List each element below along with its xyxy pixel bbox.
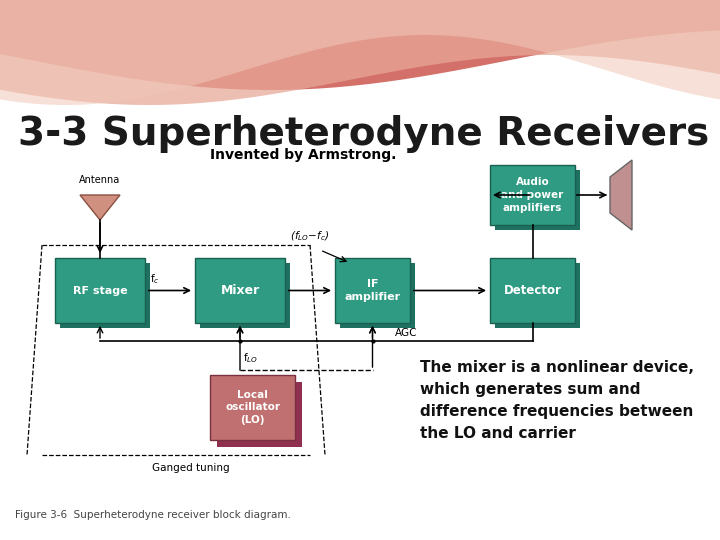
Text: Mixer: Mixer xyxy=(220,284,260,297)
FancyBboxPatch shape xyxy=(340,263,415,328)
FancyBboxPatch shape xyxy=(495,263,580,328)
Text: Detector: Detector xyxy=(503,284,562,297)
Text: AGC: AGC xyxy=(395,328,418,338)
Text: Figure 3-6  Superheterodyne receiver block diagram.: Figure 3-6 Superheterodyne receiver bloc… xyxy=(15,510,291,520)
Text: Antenna: Antenna xyxy=(79,175,121,185)
Text: Ganged tuning: Ganged tuning xyxy=(152,463,230,473)
FancyBboxPatch shape xyxy=(55,258,145,323)
Text: Invented by Armstrong.: Invented by Armstrong. xyxy=(210,148,397,162)
Text: 3-3 Superheterodyne Receivers: 3-3 Superheterodyne Receivers xyxy=(18,115,709,153)
FancyBboxPatch shape xyxy=(495,170,580,230)
Text: f$_c$: f$_c$ xyxy=(150,273,160,287)
Polygon shape xyxy=(0,0,720,90)
Text: (f$_{LO}$−f$_c$): (f$_{LO}$−f$_c$) xyxy=(290,230,330,243)
Text: RF stage: RF stage xyxy=(73,286,127,295)
Text: which generates sum and: which generates sum and xyxy=(420,382,641,397)
Text: the LO and carrier: the LO and carrier xyxy=(420,426,576,441)
FancyBboxPatch shape xyxy=(217,382,302,447)
FancyBboxPatch shape xyxy=(210,375,295,440)
FancyBboxPatch shape xyxy=(195,258,285,323)
FancyBboxPatch shape xyxy=(60,263,150,328)
Polygon shape xyxy=(610,160,632,230)
Text: The mixer is a nonlinear device,: The mixer is a nonlinear device, xyxy=(420,360,694,375)
FancyBboxPatch shape xyxy=(490,258,575,323)
Text: difference frequencies between: difference frequencies between xyxy=(420,404,693,419)
Text: f$_{LO}$: f$_{LO}$ xyxy=(243,351,258,365)
Text: IF
amplifier: IF amplifier xyxy=(344,279,400,302)
Polygon shape xyxy=(0,0,720,105)
Polygon shape xyxy=(80,195,120,220)
FancyBboxPatch shape xyxy=(490,165,575,225)
FancyBboxPatch shape xyxy=(335,258,410,323)
Text: Audio
and power
amplifiers: Audio and power amplifiers xyxy=(501,177,564,213)
Text: Local
oscillator
(LO): Local oscillator (LO) xyxy=(225,390,280,425)
FancyBboxPatch shape xyxy=(200,263,290,328)
Polygon shape xyxy=(0,0,720,105)
